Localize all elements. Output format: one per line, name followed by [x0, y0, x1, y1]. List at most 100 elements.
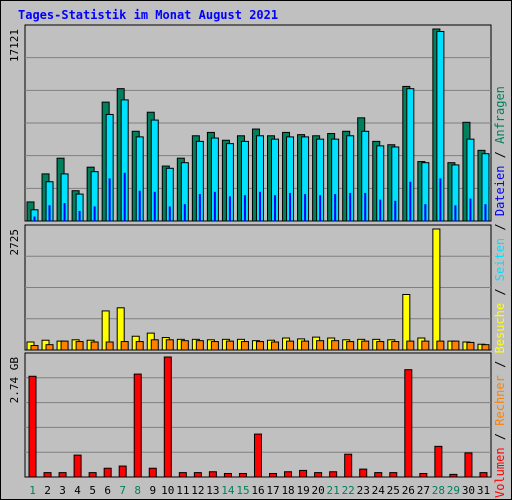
legend-separator: / [493, 144, 507, 166]
bar-dateien-day-16 [258, 191, 261, 221]
bar-rechner-day-12 [195, 340, 204, 351]
y-max-label-volume: 2.74 GB [8, 357, 21, 404]
x-tick-day-23: 23 [357, 484, 370, 497]
bar-volumen-day-20 [314, 472, 323, 478]
bar-rechner-day-23 [361, 340, 370, 351]
bar-volumen-day-24 [374, 472, 383, 478]
legend-separator: / [493, 281, 507, 303]
bar-volumen-day-3 [58, 472, 67, 478]
bar-volumen-day-13 [208, 471, 217, 478]
bar-dateien-day-6 [108, 178, 111, 221]
bar-volumen-day-8 [133, 373, 142, 478]
x-tick-day-7: 7 [119, 484, 126, 497]
bar-dateien-day-5 [93, 206, 96, 221]
x-tick-day-10: 10 [161, 484, 174, 497]
bar-volumen-day-29 [449, 473, 458, 478]
bar-rechner-day-19 [301, 340, 310, 351]
legend-separator: / [493, 426, 507, 448]
bar-volumen-day-22 [344, 453, 353, 478]
x-tick-day-29: 29 [447, 484, 460, 497]
bar-volumen-day-10 [163, 356, 172, 478]
bar-volumen-day-21 [329, 471, 338, 478]
bar-volumen-day-17 [269, 472, 278, 478]
bar-dateien-day-15 [243, 195, 246, 221]
bar-rechner-day-13 [210, 341, 219, 351]
bar-rechner-day-15 [240, 341, 249, 351]
legend-item-besuche: Besuche [493, 303, 507, 354]
bar-volumen-day-9 [148, 467, 157, 478]
y-max-label-visits: 2725 [8, 229, 21, 256]
x-tick-day-25: 25 [387, 484, 400, 497]
bar-volumen-day-4 [73, 454, 82, 478]
bar-volumen-day-15 [238, 472, 247, 478]
bar-dateien-day-7 [123, 172, 126, 221]
bar-volumen-day-19 [299, 469, 308, 478]
bar-dateien-day-25 [394, 200, 397, 221]
legend-item-seiten: Seiten [493, 238, 507, 281]
bar-dateien-day-9 [153, 191, 156, 221]
bar-rechner-day-8 [135, 341, 144, 351]
bar-dateien-day-21 [334, 194, 337, 221]
bar-dateien-day-27 [424, 204, 427, 221]
x-tick-day-18: 18 [281, 484, 294, 497]
bar-rechner-day-22 [346, 341, 355, 351]
x-tick-day-15: 15 [236, 484, 249, 497]
bar-rechner-day-10 [165, 339, 174, 351]
bar-dateien-day-30 [469, 198, 472, 221]
bar-volumen-day-5 [88, 472, 97, 478]
bar-volumen-day-25 [389, 472, 398, 478]
bar-dateien-day-20 [319, 195, 322, 221]
chart-panels [24, 24, 492, 478]
bar-volumen-day-2 [43, 472, 52, 478]
bar-rechner-day-24 [376, 341, 385, 351]
x-tick-day-14: 14 [221, 484, 235, 497]
bar-rechner-day-18 [286, 340, 295, 351]
bar-volumen-day-26 [404, 369, 413, 478]
bar-rechner-day-25 [391, 341, 400, 351]
legend-item-anfragen: Anfragen [493, 86, 507, 144]
x-tick-day-6: 6 [104, 484, 111, 497]
x-tick-day-5: 5 [89, 484, 96, 497]
bar-rechner-day-14 [225, 340, 234, 351]
bar-rechner-day-3 [60, 340, 69, 351]
bar-dateien-day-14 [228, 196, 231, 221]
bar-dateien-day-29 [454, 205, 457, 221]
x-axis-day-labels: 1 2 3 4 5 6 7 8 9 10 11 12 13 14 15 16 17 18 19 20 21 22 23 24 2… [29, 484, 490, 497]
y-max-label-requests: 17121 [8, 29, 21, 62]
x-tick-day-17: 17 [266, 484, 279, 497]
x-tick-day-19: 19 [296, 484, 309, 497]
x-tick-day-24: 24 [372, 484, 386, 497]
bar-volumen-day-31 [479, 472, 488, 478]
bar-besuche-day-28 [432, 228, 441, 351]
legend-separator: / [493, 216, 507, 238]
x-tick-day-21: 21 [327, 484, 340, 497]
x-tick-day-12: 12 [191, 484, 204, 497]
bar-rechner-day-5 [90, 341, 99, 351]
bar-rechner-day-9 [150, 339, 159, 351]
legend-separator: / [493, 353, 507, 375]
bar-volumen-day-30 [464, 452, 473, 478]
x-tick-day-2: 2 [44, 484, 51, 497]
bar-rechner-day-28 [436, 340, 445, 351]
bar-dateien-day-10 [168, 206, 171, 221]
bar-volumen-day-27 [419, 472, 428, 478]
bar-dateien-day-13 [213, 191, 216, 221]
bar-dateien-day-31 [484, 204, 487, 221]
bar-volumen-day-1 [28, 375, 37, 478]
x-tick-day-26: 26 [402, 484, 415, 497]
bar-dateien-day-4 [78, 210, 81, 221]
bar-dateien-day-11 [183, 204, 186, 221]
x-tick-day-4: 4 [74, 484, 81, 497]
bar-dateien-day-22 [349, 192, 352, 221]
x-tick-day-22: 22 [342, 484, 355, 497]
bar-rechner-day-26 [406, 340, 415, 351]
bar-volumen-day-7 [118, 465, 127, 478]
legend-text: Volumen / Rechner / Besuche / Seiten / D… [493, 86, 507, 498]
panel-requests [24, 24, 492, 222]
legend-item-dateien: Dateien [493, 166, 507, 217]
bar-volumen-day-12 [193, 472, 202, 478]
bar-rechner-day-16 [255, 341, 264, 351]
panel-volume [24, 352, 492, 478]
x-tick-day-8: 8 [134, 484, 141, 497]
